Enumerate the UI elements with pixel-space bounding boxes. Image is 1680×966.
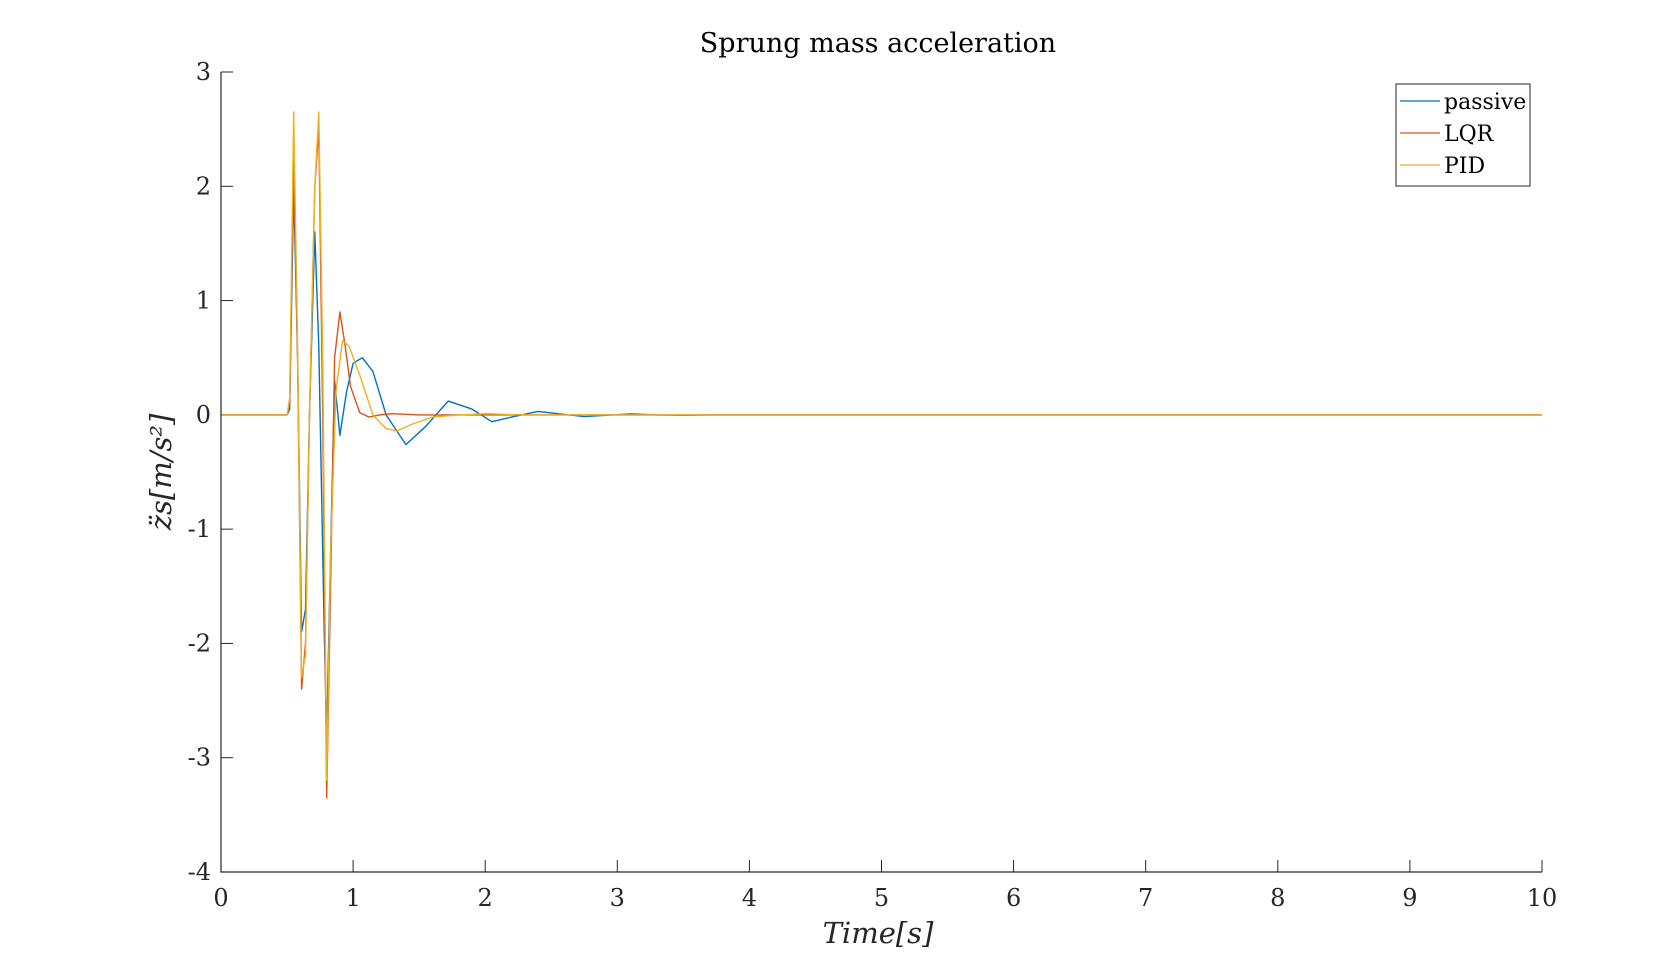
y-tick-label: 3: [196, 58, 211, 86]
x-tick-label: 3: [610, 884, 625, 912]
legend-label-passive: passive: [1444, 90, 1526, 115]
x-tick-label: 7: [1138, 884, 1153, 912]
axes-frame: [220, 72, 1542, 873]
legend-label-pid: PID: [1444, 154, 1485, 179]
line-layer: [221, 111, 1542, 799]
series-line-passive: [221, 185, 1542, 736]
x-tick-label: 1: [345, 884, 360, 912]
y-tick-label: 0: [196, 401, 211, 429]
x-tick-label: 6: [1006, 884, 1021, 912]
y-tick-label: -2: [188, 629, 211, 657]
x-tick-label: 5: [874, 884, 889, 912]
x-tick-label: 9: [1402, 884, 1417, 912]
x-tick-label: 0: [213, 884, 228, 912]
legend-label-lqr: LQR: [1444, 122, 1495, 147]
y-tick-label: -3: [188, 744, 211, 772]
tick-layer: 0 1 2 3 4 5 6 7 8 9 10 -4 -3 -2 -1 0 1 2 3: [188, 58, 1558, 912]
plot-axes: 0 1 2 3 4 5 6 7 8 9 10 -4 -3 -2 -1 0 1 2 3: [188, 58, 1558, 912]
x-tick-label: 4: [742, 884, 757, 912]
x-tick-label: 10: [1527, 884, 1558, 912]
y-tick-label: 1: [196, 287, 211, 315]
x-tick-label: 8: [1270, 884, 1285, 912]
series-line-pid: [221, 111, 1542, 782]
chart-title: Sprung mass acceleration: [700, 28, 1056, 59]
x-axis-label: Time[s]: [823, 916, 934, 950]
y-tick-label: 2: [196, 172, 211, 200]
y-tick-label: -1: [188, 515, 211, 543]
y-axis-label: z̈s[m/s²]: [144, 413, 178, 531]
y-tick-label: -4: [188, 858, 211, 886]
legend: passive LQR PID: [1395, 83, 1531, 187]
x-tick-label: 2: [478, 884, 493, 912]
